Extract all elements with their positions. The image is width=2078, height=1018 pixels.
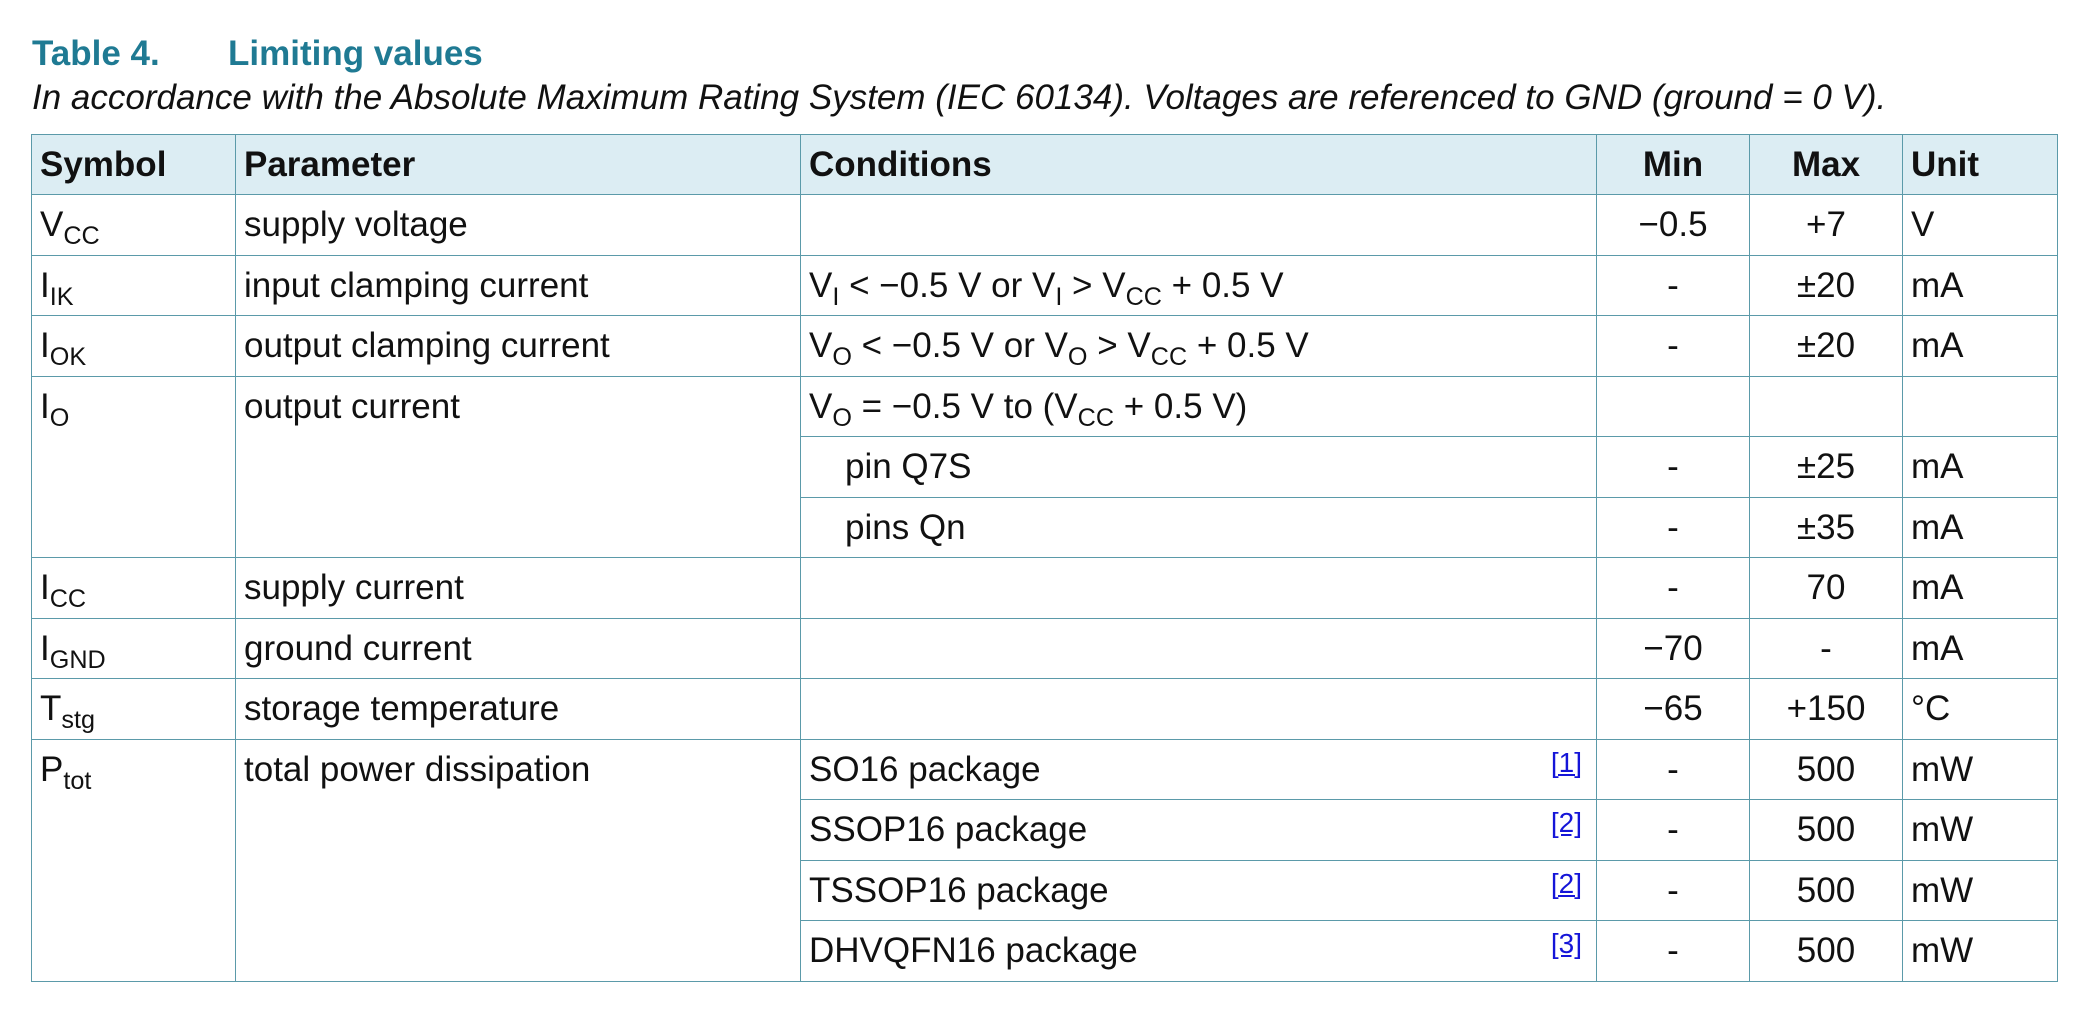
symbol-cell: Ptot [31, 738, 236, 982]
parameter-cell: supply current [235, 557, 801, 619]
unit-cell: °C [1902, 678, 2058, 740]
footnote-reference-link[interactable]: [3] [1550, 928, 1582, 959]
table-row: VCC supply voltage −0.5 +7 V [31, 194, 2058, 256]
unit-cell: mW [1902, 799, 2058, 861]
table-note: In accordance with the Absolute Maximum … [32, 78, 1887, 117]
min-cell: - [1596, 254, 1750, 316]
table-row: IOK output clamping current VO < −0.5 V … [31, 315, 2058, 377]
conditions-cell: pin Q7S [800, 436, 1597, 498]
unit-cell: mA [1902, 436, 2058, 498]
parameter-cell: storage temperature [235, 678, 801, 740]
unit-cell [1902, 375, 2058, 437]
footnote-reference-link[interactable]: [2] [1550, 867, 1582, 899]
max-cell: 70 [1749, 557, 1903, 619]
header-parameter: Parameter [235, 134, 801, 195]
symbol-cell: IO [31, 375, 236, 558]
conditions-cell: VO = −0.5 V to (VCC + 0.5 V) [800, 375, 1597, 437]
parameter-cell: total power dissipation [235, 738, 801, 982]
symbol-cell: IIK [31, 254, 236, 316]
unit-cell: mA [1902, 557, 2058, 619]
conditions-cell: TSSOP16 package [2] [800, 859, 1597, 921]
min-cell: - [1596, 738, 1750, 800]
conditions-cell: VI < −0.5 V or VI > VCC + 0.5 V [800, 254, 1597, 316]
conditions-cell: DHVQFN16 package [3] [800, 920, 1597, 982]
min-cell [1596, 375, 1750, 437]
limiting-values-table: Symbol Parameter Conditions Min Max Unit… [31, 134, 2058, 982]
unit-cell: mW [1902, 738, 2058, 800]
parameter-cell: ground current [235, 617, 801, 679]
symbol-cell: IGND [31, 617, 236, 679]
conditions-cell: SO16 package [1] [800, 738, 1597, 800]
header-row: Symbol Parameter Conditions Min Max Unit [31, 134, 2058, 195]
conditions-cell: pins Qn [800, 496, 1597, 558]
min-cell: −70 [1596, 617, 1750, 679]
conditions-cell [800, 557, 1597, 619]
table-row: IO output current VO = −0.5 V to (VCC + … [31, 375, 2058, 558]
table-number: Table 4. [32, 34, 160, 73]
symbol-cell: VCC [31, 194, 236, 256]
header-unit: Unit [1902, 134, 2058, 195]
table-row: DHVQFN16 package [3] - 500 mW [32, 920, 2058, 982]
parameter-cell: input clamping current [235, 254, 801, 316]
max-cell: 500 [1749, 799, 1903, 861]
table-row: IGND ground current −70 - mA [31, 617, 2058, 679]
min-cell: - [1596, 920, 1750, 982]
max-cell: +150 [1749, 678, 1903, 740]
max-cell: 500 [1749, 738, 1903, 800]
unit-cell: mA [1902, 315, 2058, 377]
table-title: Limiting values [228, 34, 483, 73]
table-row: pin Q7S - ±25 mA [32, 436, 2058, 498]
max-cell [1749, 375, 1903, 437]
conditions-cell [800, 194, 1597, 256]
header-max: Max [1749, 134, 1903, 195]
min-cell: - [1596, 315, 1750, 377]
footnote-reference-link[interactable]: [2] [1550, 807, 1582, 838]
max-cell: ±20 [1749, 254, 1903, 316]
min-cell: - [1596, 859, 1750, 921]
unit-cell: mA [1902, 496, 2058, 558]
symbol-cell: IOK [31, 315, 236, 377]
unit-cell: mW [1902, 920, 2058, 982]
max-cell: 500 [1749, 859, 1903, 921]
header-symbol: Symbol [31, 134, 236, 195]
min-cell: - [1596, 496, 1750, 558]
symbol-cell: ICC [31, 557, 236, 619]
table-caption: Table 4. Limiting values [32, 34, 483, 74]
min-cell: −0.5 [1596, 194, 1750, 256]
table-row: IIK input clamping current VI < −0.5 V o… [31, 254, 2058, 316]
table-row: ICC supply current - 70 mA [31, 557, 2058, 619]
unit-cell: mW [1902, 859, 2058, 921]
unit-cell: V [1902, 194, 2058, 256]
footnote-reference-link[interactable]: [1] [1550, 746, 1582, 778]
max-cell: ±35 [1749, 496, 1903, 558]
table-row: TSSOP16 package [2] - 500 mW [32, 859, 2058, 921]
parameter-cell: output current [235, 375, 801, 558]
min-cell: - [1596, 436, 1750, 498]
max-cell: ±20 [1749, 315, 1903, 377]
table-row: Tstg storage temperature −65 +150 °C [31, 678, 2058, 740]
table-row: pins Qn - ±35 mA [32, 496, 2058, 558]
min-cell: −65 [1596, 678, 1750, 740]
conditions-cell [800, 678, 1597, 740]
header-min: Min [1596, 134, 1750, 195]
unit-cell: mA [1902, 617, 2058, 679]
max-cell: 500 [1749, 920, 1903, 982]
unit-cell: mA [1902, 254, 2058, 316]
max-cell: +7 [1749, 194, 1903, 256]
min-cell: - [1596, 557, 1750, 619]
conditions-cell [800, 617, 1597, 679]
table-row: SSOP16 package [2] - 500 mW [32, 799, 2058, 861]
min-cell: - [1596, 799, 1750, 861]
header-conditions: Conditions [800, 134, 1597, 195]
parameter-cell: output clamping current [235, 315, 801, 377]
conditions-cell: VO < −0.5 V or VO > VCC + 0.5 V [800, 315, 1597, 377]
parameter-cell: supply voltage [235, 194, 801, 256]
symbol-cell: Tstg [31, 678, 236, 740]
conditions-cell: SSOP16 package [2] [800, 799, 1597, 861]
max-cell: - [1749, 617, 1903, 679]
table-row: Ptot total power dissipation SO16 packag… [31, 738, 2058, 982]
max-cell: ±25 [1749, 436, 1903, 498]
